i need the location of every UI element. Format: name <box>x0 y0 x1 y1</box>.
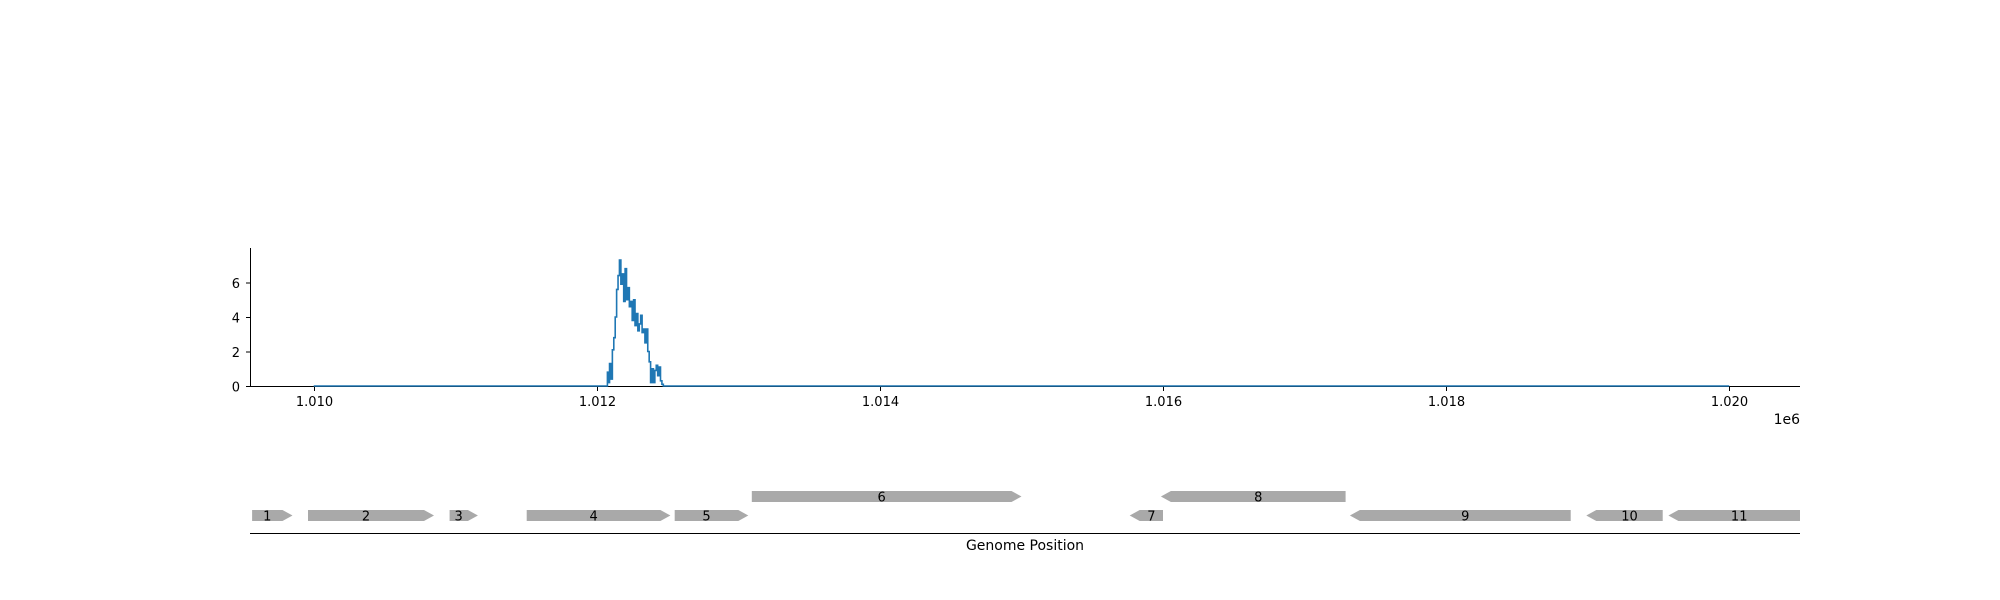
gene-7-arrow <box>1129 510 1163 521</box>
x-tick-label: 1.012 <box>579 395 616 410</box>
gene-2-arrow <box>308 510 434 521</box>
y-tick-label: 0 <box>232 381 240 396</box>
y-tick-label: 6 <box>232 277 240 292</box>
gene-4-label: 4 <box>589 510 597 525</box>
x-tick-label: 1.020 <box>1711 395 1748 410</box>
gene-10-label: 10 <box>1621 510 1638 525</box>
gene-track-xlabel: Genome Position <box>966 538 1084 554</box>
gene-features: 1 2 3 4 5 6 7 8 9 10 11 <box>252 491 1800 525</box>
gene-4-arrow <box>526 510 671 521</box>
gene-11-arrow <box>1668 510 1800 521</box>
coverage-plot: 0 2 4 6 1.010 1.012 1.014 1.016 1.018 1.020 1e6 <box>232 248 1800 428</box>
x-offset-label: 1e6 <box>1774 412 1801 428</box>
x-tick-label: 1.016 <box>1145 395 1182 410</box>
gene-6-arrow <box>751 491 1022 502</box>
y-tick-label: 2 <box>232 346 240 361</box>
gene-1-label: 1 <box>263 510 271 525</box>
x-tick-label: 1.018 <box>1428 395 1465 410</box>
gene-9-label: 9 <box>1461 510 1469 525</box>
gene-2-label: 2 <box>362 510 370 525</box>
gene-10-arrow <box>1586 510 1663 521</box>
x-ticks: 1.010 1.012 1.014 1.016 1.018 1.020 <box>296 386 1748 410</box>
x-tick-label: 1.014 <box>862 395 899 410</box>
x-tick-label: 1.010 <box>296 395 333 410</box>
gene-11-label: 11 <box>1731 510 1748 525</box>
gene-8-label: 8 <box>1254 491 1262 506</box>
gene-1-arrow <box>252 510 293 521</box>
gene-5-label: 5 <box>702 510 710 525</box>
gene-track: 1 2 3 4 5 6 7 8 9 10 11 Genome Position <box>250 491 1800 554</box>
gene-9-arrow <box>1349 510 1571 521</box>
gene-6-label: 6 <box>877 491 885 506</box>
gene-7-label: 7 <box>1147 510 1155 525</box>
y-ticks: 0 2 4 6 <box>232 277 250 396</box>
gene-3-label: 3 <box>455 510 463 525</box>
gene-8-arrow <box>1160 491 1346 502</box>
gene-5-arrow <box>674 510 749 521</box>
gene-3-arrow <box>449 510 478 521</box>
coverage-line <box>313 259 1730 387</box>
y-tick-label: 4 <box>232 312 240 327</box>
